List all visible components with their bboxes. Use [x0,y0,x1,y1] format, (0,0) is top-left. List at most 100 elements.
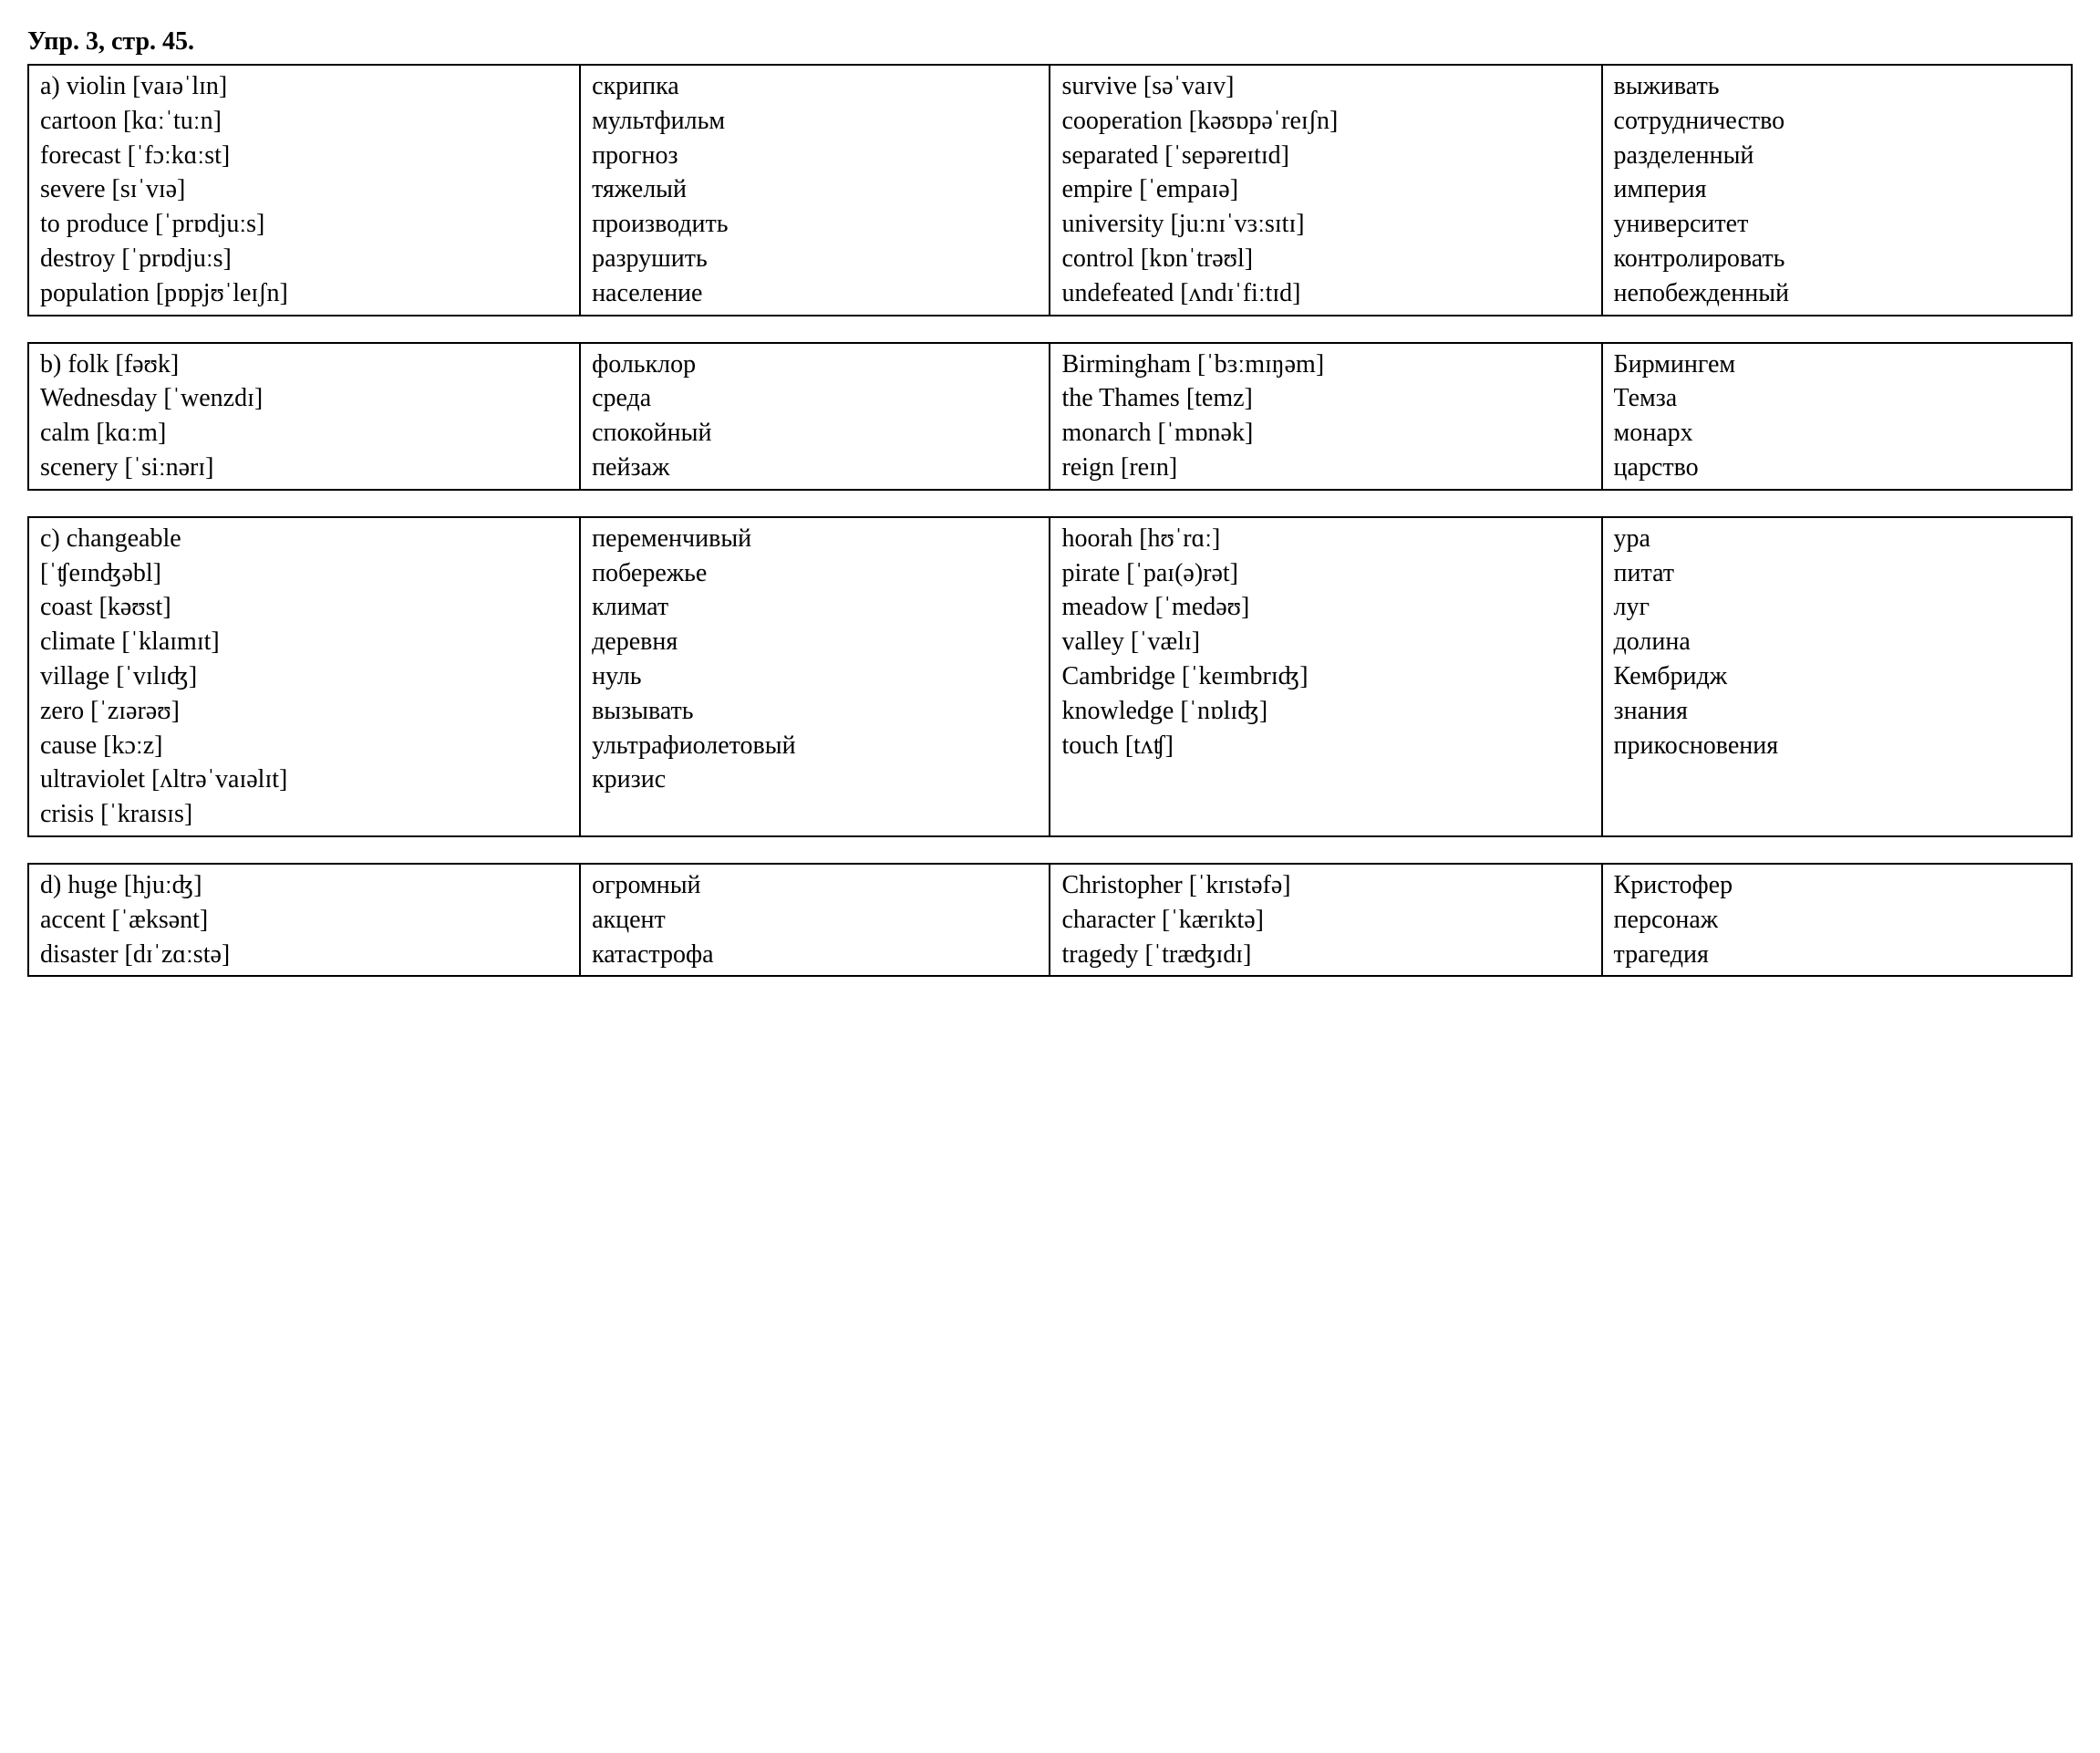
table-row: to produce [ˈprɒdjuːs] [40,207,568,242]
table-row: village [ˈvɪlɪʤ] [40,659,568,694]
table-row: accent [ˈæksənt] [40,903,568,938]
table-row: климат [592,590,1038,625]
table-row: Кембридж [1614,659,2060,694]
table-row: university [juːnɪˈvɜːsɪtɪ] [1061,207,1589,242]
table-row: scenery [ˈsiːnərɪ] [40,451,568,485]
table-row: разделенный [1614,139,2060,173]
table-row: Christopher [ˈkrɪstəfə] [1061,868,1589,903]
table-row: Бирмингем [1614,347,2060,382]
table-row: c) changeable [40,522,568,556]
table-row: фольклор [592,347,1038,382]
table-b: b) folk [fəʊk]Wednesday [ˈwenzdɪ]calm [k… [27,342,2073,491]
table-row: побережье [592,556,1038,591]
table-row: forecast [ˈfɔːkɑːst] [40,139,568,173]
table-row: население [592,276,1038,311]
table-row: персонаж [1614,903,2060,938]
table-row: reign [reɪn] [1061,451,1589,485]
table-row: среда [592,381,1038,416]
cell-c-left-en: c) changeable[ˈʧeɪnʤəbl]coast [kəʊst]cli… [28,517,580,836]
cell-d-right-ru: Кристоферперсонажтрагедия [1602,864,2072,976]
table-row: пейзаж [592,451,1038,485]
table-row: cartoon [kɑːˈtuːn] [40,104,568,139]
cell-a-left-en: a) violin [vaɪəˈlɪn]cartoon [kɑːˈtuːn]fo… [28,65,580,316]
table-row: cooperation [kəʊɒpəˈreɪʃn] [1061,104,1589,139]
table-row: tragedy [ˈtræʤɪdɪ] [1061,938,1589,972]
table-row: Кристофер [1614,868,2060,903]
table-row: touch [tʌʧ] [1061,729,1589,763]
table-row: катастрофа [592,938,1038,972]
table-row: спокойный [592,416,1038,451]
table-row: монарх [1614,416,2060,451]
table-row: луг [1614,590,2060,625]
table-row: knowledge [ˈnɒlɪʤ] [1061,694,1589,729]
table-row: Birmingham [ˈbɜːmɪŋəm] [1061,347,1589,382]
cell-c-right-ru: урапитатлугдолинаКембриджзнанияприкоснов… [1602,517,2072,836]
table-row: undefeated [ʌndɪˈfiːtɪd] [1061,276,1589,311]
table-row: meadow [ˈmedəʊ] [1061,590,1589,625]
table-row: calm [kɑːm] [40,416,568,451]
table-row: вызывать [592,694,1038,729]
table-row: Темза [1614,381,2060,416]
cell-c-left-ru: переменчивыйпобережьеклиматдеревнянульвы… [580,517,1050,836]
table-row: огромный [592,868,1038,903]
table-row: coast [kəʊst] [40,590,568,625]
table-row: disaster [dɪˈzɑːstə] [40,938,568,972]
table-d: d) huge [hjuːʤ]accent [ˈæksənt]disaster … [27,863,2073,977]
table-row: царство [1614,451,2060,485]
table-row: climate [ˈklaɪmɪt] [40,625,568,659]
cell-c-right-en: hoorah [hʊˈrɑː]pirate [ˈpaɪ(ə)rət]meadow… [1050,517,1601,836]
table-row: hoorah [hʊˈrɑː] [1061,522,1589,556]
cell-d-left-ru: огромныйакценткатастрофа [580,864,1050,976]
table-row: разрушить [592,242,1038,276]
table-row: b) folk [fəʊk] [40,347,568,382]
table-row: прикосновения [1614,729,2060,763]
table-row: destroy [ˈprɒdjuːs] [40,242,568,276]
table-row: питат [1614,556,2060,591]
table-row: деревня [592,625,1038,659]
table-row: сотрудничество [1614,104,2060,139]
table-row: severe [sɪˈvɪə] [40,172,568,207]
table-row: separated [ˈsepəreɪtɪd] [1061,139,1589,173]
table-c: c) changeable[ˈʧeɪnʤəbl]coast [kəʊst]cli… [27,516,2073,837]
table-row: скрипка [592,69,1038,104]
table-row: monarch [ˈmɒnək] [1061,416,1589,451]
table-row: d) huge [hjuːʤ] [40,868,568,903]
table-row: ура [1614,522,2060,556]
table-row: мультфильм [592,104,1038,139]
table-row: ультрафиолетовый [592,729,1038,763]
table-row: трагедия [1614,938,2060,972]
table-row: кризис [592,762,1038,797]
table-row: переменчивый [592,522,1038,556]
table-a: a) violin [vaɪəˈlɪn]cartoon [kɑːˈtuːn]fo… [27,64,2073,316]
cell-b-right-ru: БирмингемТемзамонархцарство [1602,343,2072,490]
table-row: cause [kɔːz] [40,729,568,763]
cell-b-right-en: Birmingham [ˈbɜːmɪŋəm]the Thames [temz]m… [1050,343,1601,490]
table-row: знания [1614,694,2060,729]
cell-b-left-ru: фольклорсредаспокойныйпейзаж [580,343,1050,490]
table-row: тяжелый [592,172,1038,207]
cell-b-left-en: b) folk [fəʊk]Wednesday [ˈwenzdɪ]calm [k… [28,343,580,490]
cell-a-right-en: survive [səˈvaɪv]cooperation [kəʊɒpəˈreɪ… [1050,65,1601,316]
table-row: the Thames [temz] [1061,381,1589,416]
table-row: ultraviolet [ʌltrəˈvaɪəlɪt] [40,762,568,797]
table-row: a) violin [vaɪəˈlɪn] [40,69,568,104]
table-row: выживать [1614,69,2060,104]
table-row: population [pɒpjʊˈleɪʃn] [40,276,568,311]
table-row: прогноз [592,139,1038,173]
cell-a-right-ru: выживатьсотрудничестворазделенныйимперия… [1602,65,2072,316]
table-row: character [ˈkærɪktə] [1061,903,1589,938]
table-row: акцент [592,903,1038,938]
table-row: crisis [ˈkraɪsɪs] [40,797,568,832]
cell-d-right-en: Christopher [ˈkrɪstəfə]character [ˈkærɪk… [1050,864,1601,976]
table-row: pirate [ˈpaɪ(ə)rət] [1061,556,1589,591]
table-row: [ˈʧeɪnʤəbl] [40,556,568,591]
page-title: Упр. 3, стр. 45. [27,27,2073,57]
table-row: долина [1614,625,2060,659]
table-row: университет [1614,207,2060,242]
cell-a-left-ru: скрипкамультфильмпрогнозтяжелыйпроизводи… [580,65,1050,316]
table-row: survive [səˈvaɪv] [1061,69,1589,104]
table-row: нуль [592,659,1038,694]
table-row: Wednesday [ˈwenzdɪ] [40,381,568,416]
table-row: zero [ˈzɪərəʊ] [40,694,568,729]
table-row: непобежденный [1614,276,2060,311]
